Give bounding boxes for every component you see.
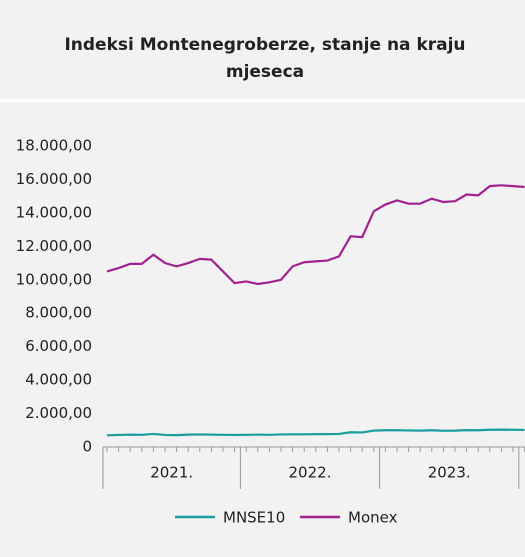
legend-label: Monex [348, 509, 398, 527]
chart-title: mjeseca [226, 62, 304, 82]
line-series [106, 428, 525, 437]
x-group-label: 2023. [428, 464, 471, 482]
y-tick-label: 4.000,00 [25, 371, 92, 389]
x-group-label: 2021. [150, 464, 193, 482]
y-tick-label: 14.000,00 [16, 203, 92, 221]
y-tick-label: 10.000,00 [16, 270, 92, 288]
line-series [106, 184, 525, 286]
y-tick-label: 2.000,00 [25, 404, 92, 422]
chart-title: Indeksi Montenegroberze, stanje na kraju [64, 35, 465, 55]
y-tick-label: 16.000,00 [16, 170, 92, 188]
y-tick-label: 0 [82, 438, 92, 456]
y-tick-label: 12.000,00 [16, 237, 92, 255]
x-group-label: 2022. [289, 464, 332, 482]
y-tick-label: 18.000,00 [16, 137, 92, 155]
y-tick-label: 6.000,00 [25, 337, 92, 355]
legend-label: MNSE10 [223, 509, 285, 527]
y-tick-label: 8.000,00 [25, 304, 92, 322]
